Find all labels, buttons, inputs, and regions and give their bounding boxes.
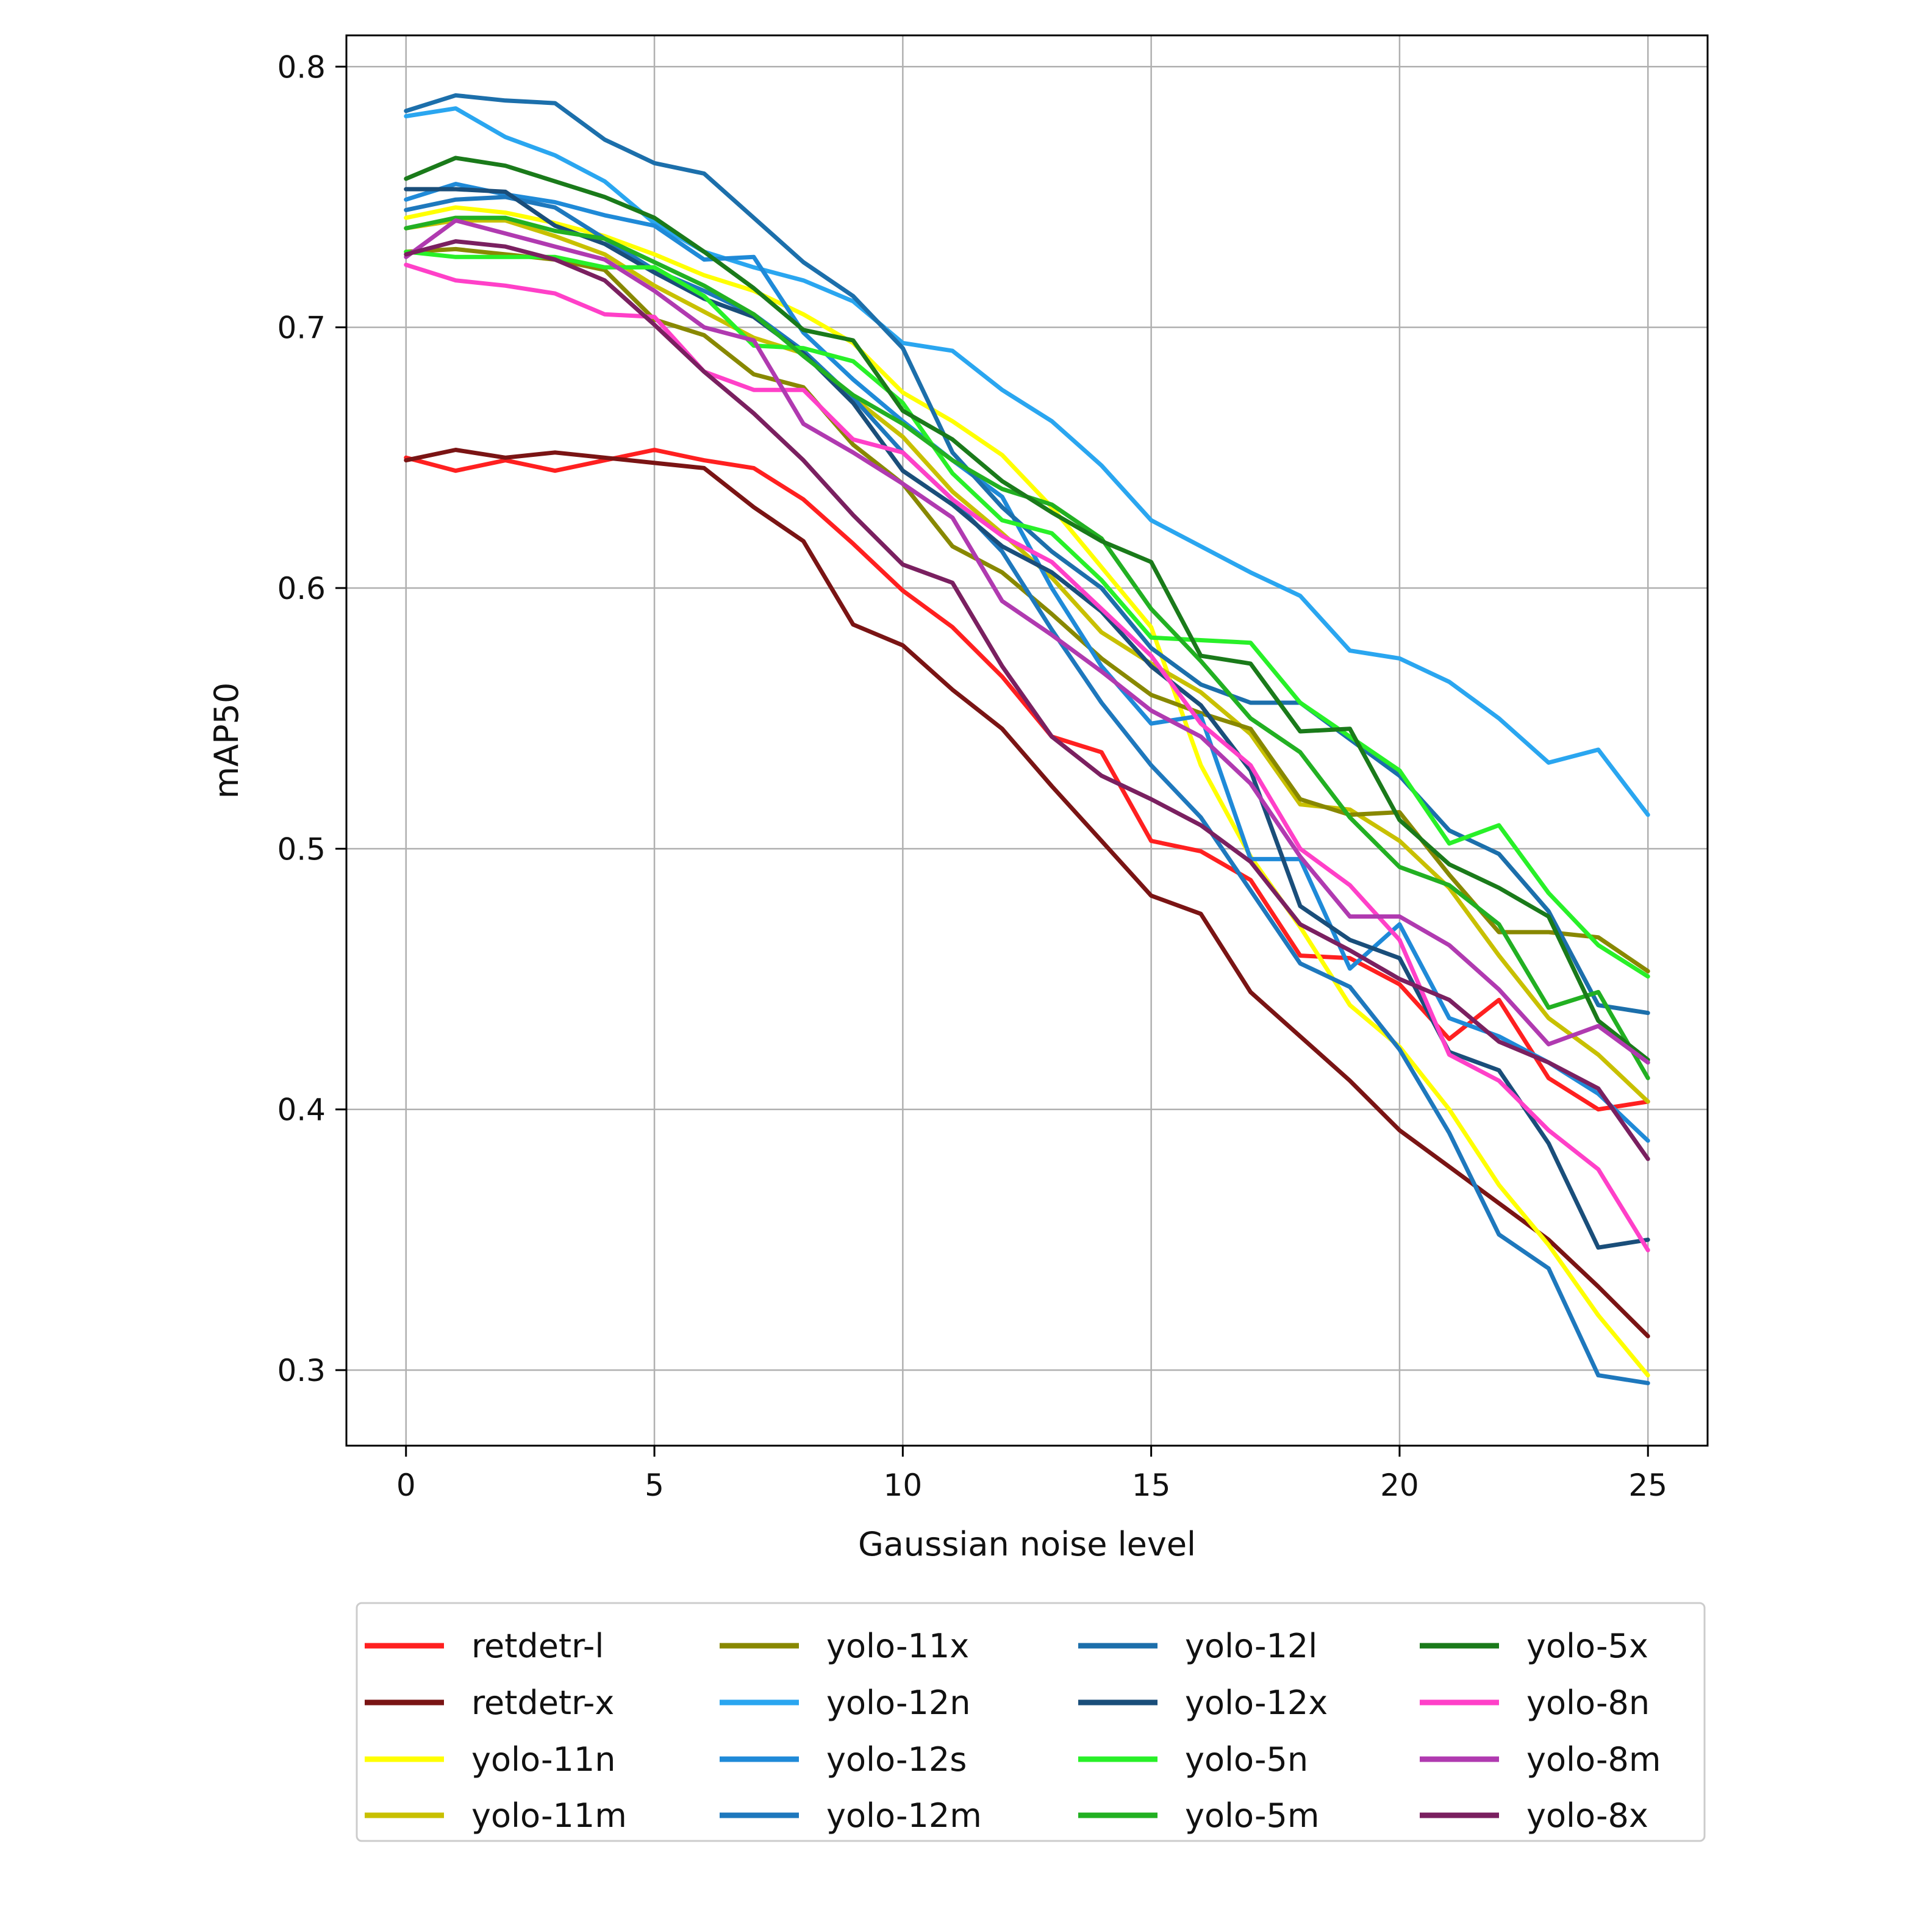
legend-label: yolo-8m [1526,1740,1661,1779]
legend-label: yolo-12n [826,1684,970,1722]
legend-label: yolo-12m [826,1796,982,1835]
y-tick-label: 0.8 [277,49,326,85]
x-tick-label: 20 [1380,1468,1419,1503]
legend-label: yolo-5x [1526,1627,1648,1665]
legend-label: yolo-11m [471,1796,627,1835]
y-tick-label: 0.6 [277,571,326,606]
y-axis-title: mAP50 [207,683,246,799]
series-line-yolo-8n [404,262,1650,1252]
plot-frame [345,34,1709,1447]
x-axis-title: Gaussian noise level [858,1525,1196,1563]
legend-label: yolo-11x [826,1627,969,1665]
legend-label: yolo-11n [471,1740,615,1779]
legend-label: yolo-8x [1526,1796,1648,1835]
series-line-yolo-5x [404,156,1650,1062]
series-line-yolo-12l [404,93,1650,1016]
x-tick-label: 25 [1628,1468,1667,1503]
y-tick-label: 0.4 [277,1092,326,1128]
series-line-yolo-11n [404,205,1650,1378]
series-line-yolo-12n [404,106,1650,817]
legend-label: yolo-12l [1185,1627,1317,1665]
y-tick-label: 0.5 [277,831,326,867]
legend-label: yolo-5m [1185,1796,1319,1835]
legend-label: retdetr-l [471,1627,604,1665]
series-line-yolo-12s [404,182,1650,1143]
y-tick-label: 0.7 [277,310,326,346]
x-tick-label: 0 [396,1468,416,1503]
series-line-yolo-8m [404,218,1650,1065]
series-line-retdetr-x [404,448,1650,1338]
y-tick-label: 0.3 [277,1353,326,1388]
series-line-yolo-5n [404,249,1650,979]
series-line-yolo-8x [404,239,1650,1161]
legend-label: yolo-12s [826,1740,967,1779]
x-tick-label: 5 [645,1468,664,1503]
ticks: 0 5 10 15 20 25 0.3 0.4 0.5 0.6 0.7 0.8 [277,49,1667,1503]
legend-label: yolo-5n [1185,1740,1308,1779]
legend-label: yolo-8n [1526,1684,1650,1722]
x-tick-label: 10 [884,1468,923,1503]
legend: retdetr-l retdetr-x yolo-11n yolo-11m yolo-1… [356,1602,1706,1842]
legend-box [356,1602,1706,1842]
series-lines [404,93,1650,1385]
x-tick-label: 15 [1132,1468,1171,1503]
legend-label: retdetr-x [471,1684,614,1722]
legend-label: yolo-12x [1185,1684,1328,1722]
